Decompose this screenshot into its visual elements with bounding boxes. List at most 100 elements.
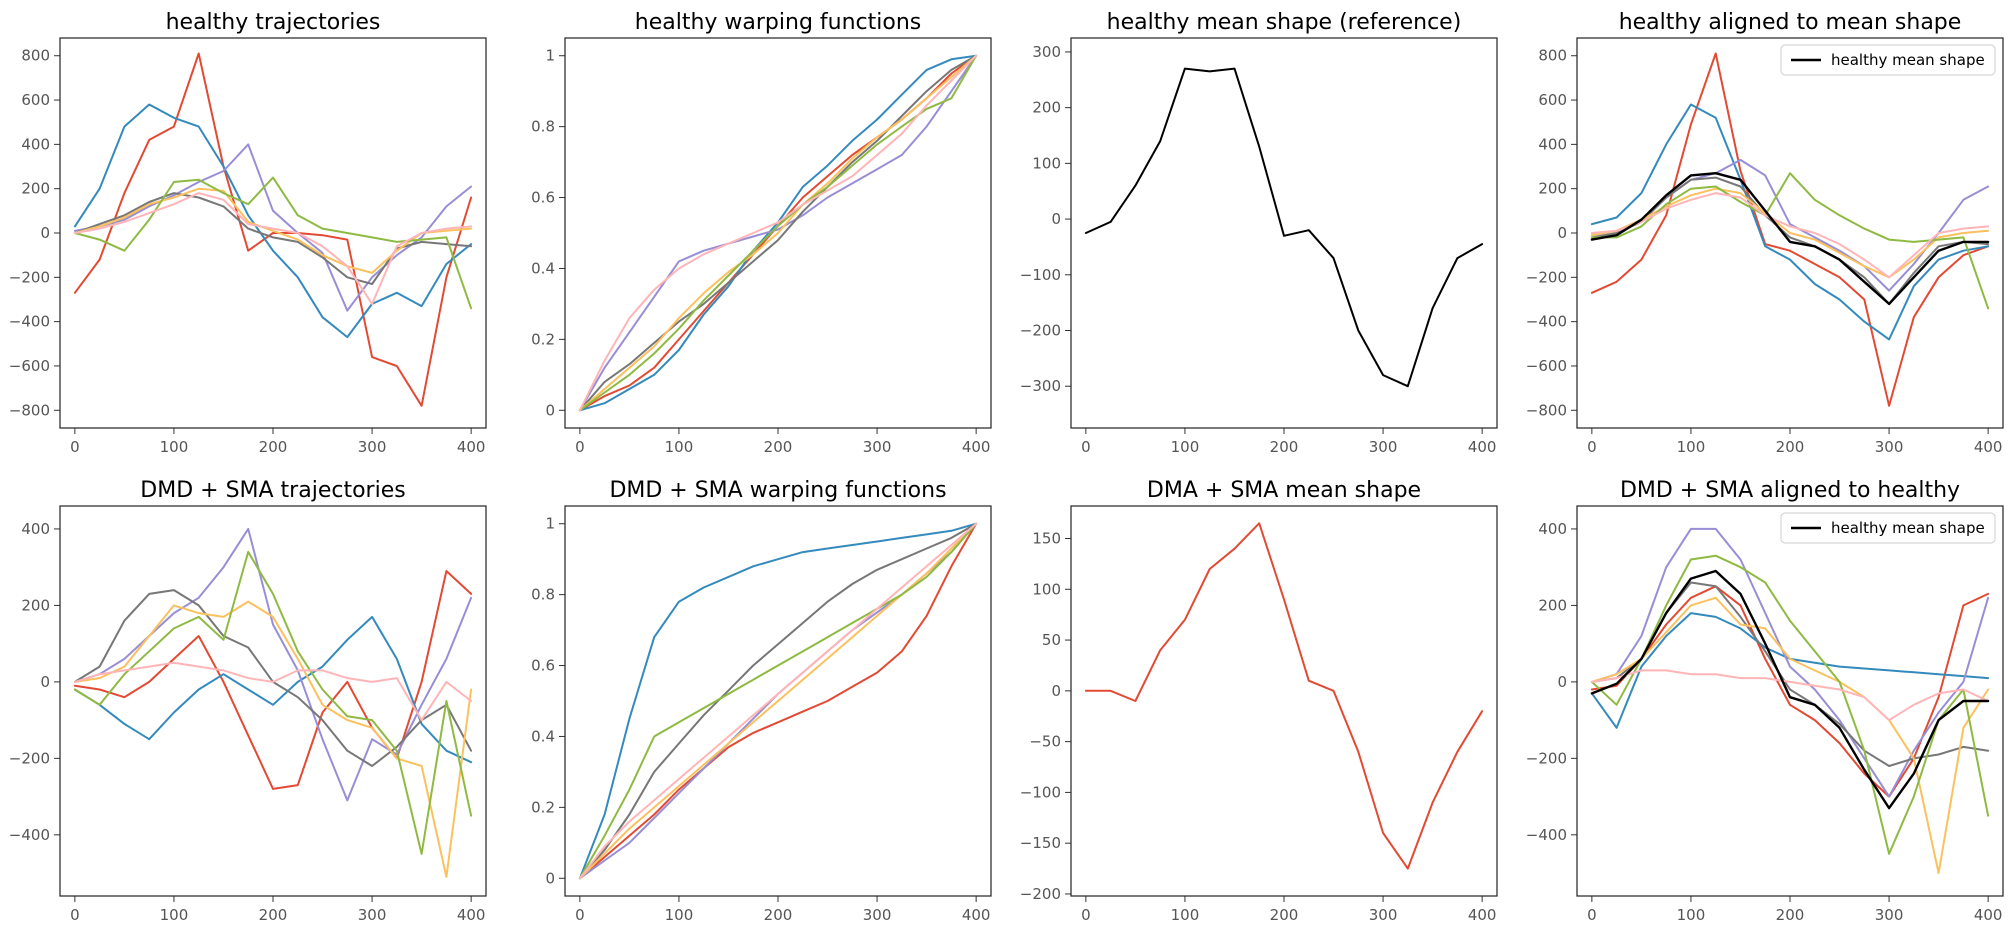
y-tick-label: −200 <box>9 749 50 767</box>
x-tick-label: 300 <box>863 438 892 456</box>
series-line-5 <box>1590 596 1990 875</box>
series-line-8 <box>1590 569 1990 810</box>
x-tick-label: 400 <box>962 906 991 924</box>
series-line-1 <box>1590 52 1990 407</box>
plot-area <box>60 506 486 896</box>
series-line-4 <box>1590 176 1990 305</box>
chart-title: healthy trajectories <box>166 10 381 35</box>
y-tick-label: 0.2 <box>531 798 555 816</box>
chart-panel-4: healthy aligned to mean shape 0 100 200 300 4… <box>1526 10 2004 456</box>
x-tick-label: 400 <box>1974 438 2003 456</box>
x-tick-label: 0 <box>1587 906 1597 924</box>
x-tick-label: 200 <box>1776 906 1805 924</box>
y-tick-label: 0 <box>1557 673 1567 691</box>
series-line-1 <box>1084 67 1484 388</box>
x-tick-label: 100 <box>1171 906 1200 924</box>
y-tick-label: 0 <box>40 673 50 691</box>
series-line-7 <box>578 54 978 412</box>
axes-frame <box>564 37 992 429</box>
x-tick-label: 300 <box>358 438 387 456</box>
y-tick-label: 0 <box>1051 682 1061 700</box>
y-tick-label: −600 <box>1526 357 1567 375</box>
x-tick-label: 200 <box>1270 906 1299 924</box>
chart-title: DMD + SMA trajectories <box>140 478 405 503</box>
series-line-8 <box>1590 172 1990 306</box>
series-line-2 <box>1590 103 1990 341</box>
x-tick-label: 300 <box>1369 438 1398 456</box>
chart-title: healthy mean shape (reference) <box>1107 10 1462 35</box>
chart-title: healthy warping functions <box>635 10 921 35</box>
x-tick-label: 300 <box>1875 906 1904 924</box>
series-line-2 <box>73 103 473 339</box>
x-tick-label: 400 <box>457 438 486 456</box>
y-tick-label: −100 <box>1020 266 1061 284</box>
y-tick-label: −600 <box>9 357 50 375</box>
y-tick-label: 0 <box>1557 224 1567 242</box>
y-tick-label: 400 <box>21 135 50 153</box>
y-tick-label: 600 <box>21 91 50 109</box>
series-line-2 <box>73 615 473 764</box>
axes-frame <box>59 37 487 429</box>
series-line-5 <box>578 54 978 412</box>
series-line-6 <box>578 54 978 412</box>
y-tick-label: −800 <box>1526 401 1567 419</box>
x-tick-label: 100 <box>160 906 189 924</box>
legend: healthy mean shape <box>1780 44 1996 76</box>
series-line-7 <box>73 192 473 305</box>
series-line-1 <box>73 52 473 407</box>
y-tick-label: 100 <box>1032 580 1061 598</box>
series-line-6 <box>1590 554 1990 855</box>
y-tick-label: −400 <box>1526 313 1567 331</box>
x-tick-label: 200 <box>1776 438 1805 456</box>
y-tick-label: 200 <box>1538 596 1567 614</box>
y-tick-label: 0.2 <box>531 330 555 348</box>
y-tick-label: 150 <box>1032 530 1061 548</box>
y-tick-label: 0 <box>1051 210 1061 228</box>
x-tick-label: 400 <box>1468 438 1497 456</box>
y-tick-label: −800 <box>9 401 50 419</box>
axes-frame <box>1070 505 1498 897</box>
x-tick-label: 0 <box>1081 438 1091 456</box>
y-tick-label: 400 <box>1538 135 1567 153</box>
axes-frame <box>564 505 992 897</box>
legend-box <box>1780 44 1996 76</box>
axes-frame <box>1576 37 2004 429</box>
legend-label: healthy mean shape <box>1831 51 1985 69</box>
y-tick-label: −200 <box>1526 749 1567 767</box>
x-tick-label: 300 <box>863 906 892 924</box>
plot-area <box>1577 506 2003 896</box>
series-line-4 <box>73 192 473 285</box>
axes-frame <box>1576 505 2004 897</box>
x-tick-label: 100 <box>1171 438 1200 456</box>
y-tick-label: 400 <box>21 520 50 538</box>
series-line-3 <box>1590 527 1990 798</box>
y-tick-label: −300 <box>1020 377 1061 395</box>
y-tick-label: 0 <box>545 869 555 887</box>
y-tick-label: 0.4 <box>531 259 555 277</box>
y-tick-label: 400 <box>1538 520 1567 538</box>
x-tick-label: 100 <box>1677 438 1706 456</box>
series-line-6 <box>578 522 978 880</box>
x-tick-label: 0 <box>70 906 80 924</box>
axes-frame <box>1070 37 1498 429</box>
series-line-7 <box>578 522 978 880</box>
series-line-1 <box>73 570 473 790</box>
legend-box <box>1780 512 1996 544</box>
chart-panel-7: DMA + SMA mean shape 0 100 200 300 400 −200 −15… <box>1020 478 1498 924</box>
chart-title: DMD + SMA aligned to healthy <box>1620 478 1960 503</box>
x-tick-label: 400 <box>457 906 486 924</box>
y-tick-label: 0.8 <box>531 586 555 604</box>
chart-title: DMA + SMA mean shape <box>1147 478 1421 503</box>
series-line-2 <box>578 522 978 880</box>
y-tick-label: 0.6 <box>531 189 555 207</box>
x-tick-label: 400 <box>1468 906 1497 924</box>
x-tick-label: 100 <box>1677 906 1706 924</box>
y-tick-label: 0 <box>545 401 555 419</box>
series-line-1 <box>1084 522 1484 870</box>
legend-label: healthy mean shape <box>1831 519 1985 537</box>
chart-panel-3: healthy mean shape (reference) 0 100 200 300… <box>1020 10 1498 456</box>
x-tick-label: 0 <box>575 906 585 924</box>
x-tick-label: 0 <box>70 438 80 456</box>
chart-title: healthy aligned to mean shape <box>1619 10 1962 35</box>
